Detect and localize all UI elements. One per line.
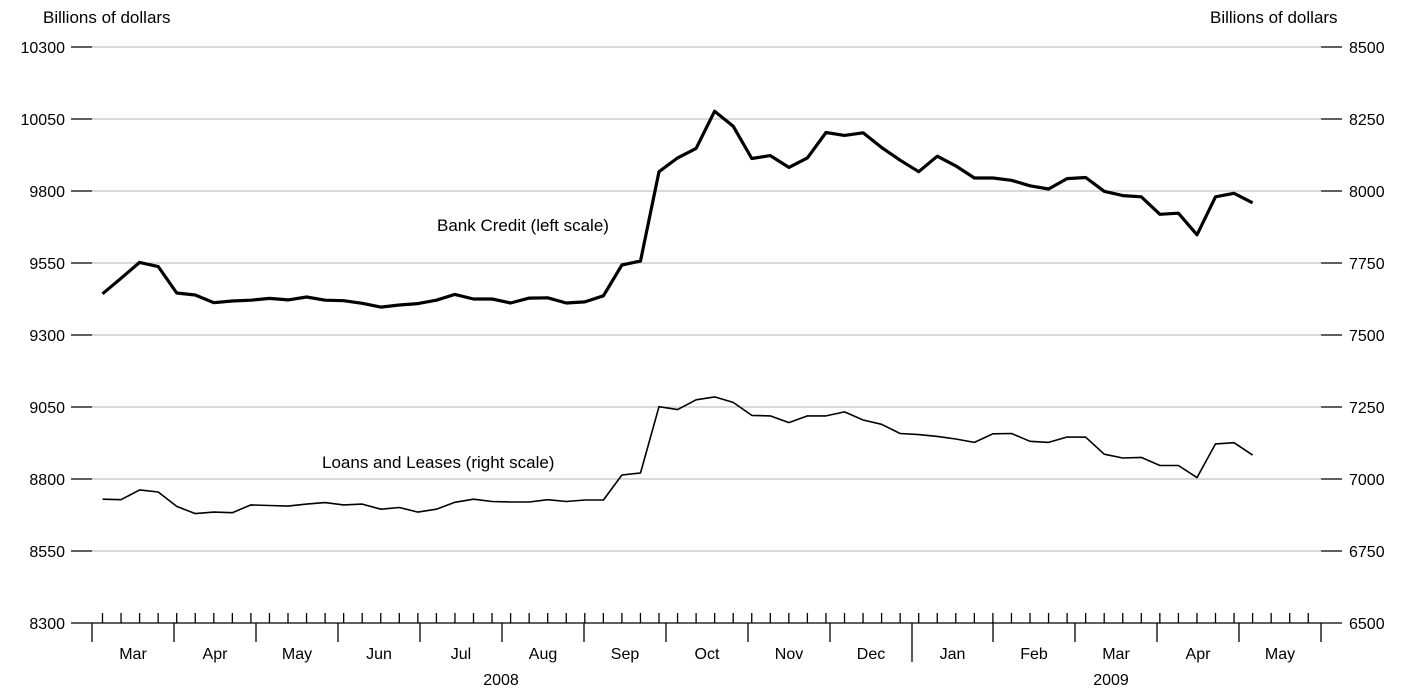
right-tick-label: 7250 [1349,400,1385,417]
left-tick-label: 10300 [21,40,66,57]
right-tick-label: 6750 [1349,544,1385,561]
gridlines [92,46,1321,552]
right-tick-label: 7000 [1349,472,1385,489]
month-label: Jan [940,646,966,663]
bank-credit-line [101,109,1254,309]
right-tick-label: 8250 [1349,112,1385,129]
month-label: Apr [1186,646,1212,663]
month-label: Feb [1020,646,1048,663]
month-label: Oct [695,646,720,663]
left-tick-label: 9300 [29,328,65,345]
month-label: Sep [611,646,640,663]
month-label: Mar [1102,646,1130,663]
right-tick-label: 8000 [1349,184,1385,201]
loans-leases-line [102,396,1254,515]
right-tick-label: 7750 [1349,256,1385,273]
loans-annotation: Loans and Leases (right scale) [322,453,554,472]
left-tick-label: 8300 [29,616,65,633]
month-label: Mar [119,646,147,663]
left-tick-label: 10050 [21,112,66,129]
year-label: 2009 [1093,672,1129,689]
series-lines [101,109,1254,515]
right-tick-label: 8500 [1349,40,1385,57]
left-tick-label: 8800 [29,472,65,489]
year-label: 2008 [483,672,519,689]
left-axis: 10300 10050 9800 9550 9300 9050 8800 8550 8300 [21,40,92,633]
month-label: May [282,646,312,663]
left-tick-label: 8550 [29,544,65,561]
left-axis-title: Billions of dollars [43,8,171,27]
left-tick-label: 9800 [29,184,65,201]
month-label: Nov [775,646,803,663]
right-axis-title: Billions of dollars [1210,8,1338,27]
right-tick-label: 6500 [1349,616,1385,633]
right-axis: 8500 8250 8000 7750 7500 7250 7000 6750 6500 [1321,40,1385,633]
right-tick-label: 7500 [1349,328,1385,345]
left-tick-label: 9050 [29,400,65,417]
bank-credit-annotation: Bank Credit (left scale) [437,216,609,235]
month-label: Jun [366,646,392,663]
month-label: Aug [529,646,557,663]
month-label: Jul [451,646,471,663]
month-label: May [1265,646,1295,663]
left-tick-label: 9550 [29,256,65,273]
month-label: Dec [857,646,885,663]
x-axis: Mar Apr May Jun Jul Aug Sep Oct Nov Dec Jan Feb Mar A… [91,613,1322,689]
month-label: Apr [203,646,229,663]
